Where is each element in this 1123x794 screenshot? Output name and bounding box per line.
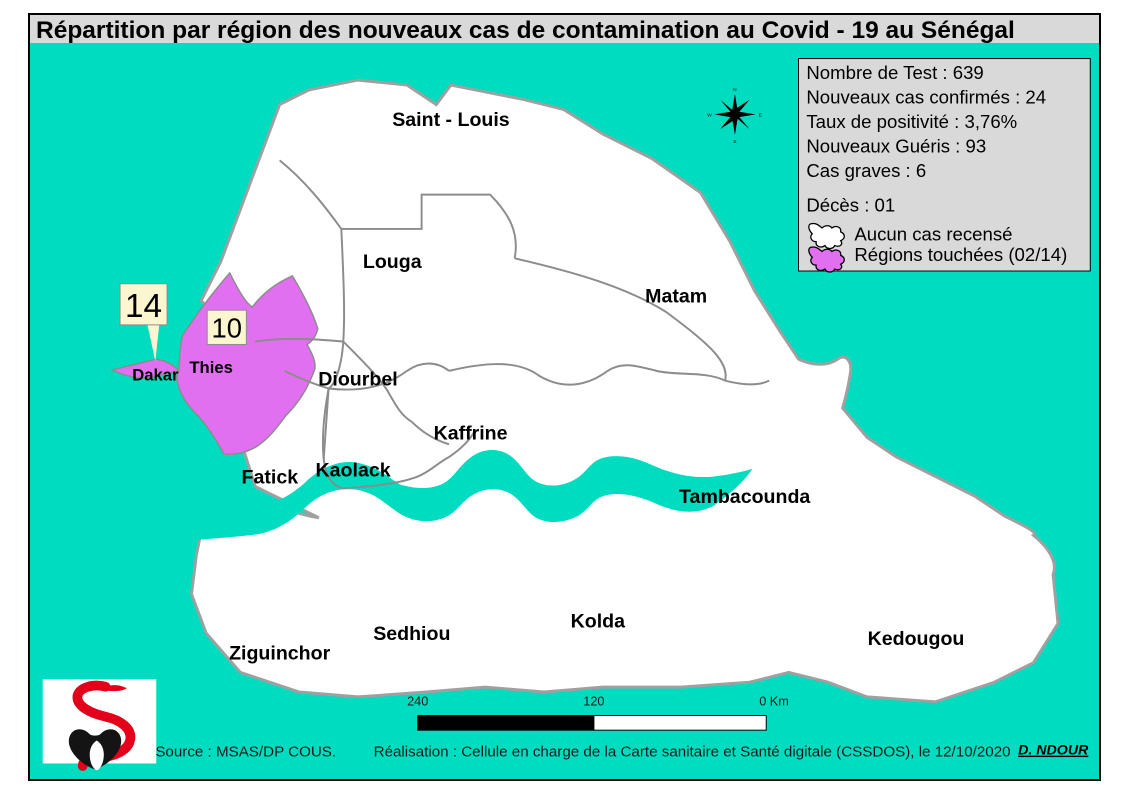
svg-text:Louga: Louga — [363, 251, 423, 273]
svg-text:Nouveaux cas confirmés : 24: Nouveaux cas confirmés : 24 — [806, 87, 1046, 108]
svg-text:Thies: Thies — [189, 358, 232, 377]
svg-text:Kolda: Kolda — [571, 610, 626, 632]
svg-text:Aucun cas recensé: Aucun cas recensé — [854, 224, 1012, 245]
svg-text:Nombre de Test : 639: Nombre de Test : 639 — [806, 62, 983, 83]
svg-text:Cas graves : 6: Cas graves : 6 — [806, 160, 926, 181]
svg-text:W: W — [707, 112, 712, 118]
svg-text:Dakar: Dakar — [132, 366, 179, 385]
svg-text:Taux de positivité : 3,76%: Taux de positivité : 3,76% — [806, 111, 1017, 132]
svg-text:14: 14 — [125, 288, 162, 325]
svg-text:Fatick: Fatick — [242, 466, 299, 488]
svg-text:Kaffrine: Kaffrine — [434, 422, 508, 444]
svg-text:N: N — [733, 87, 737, 93]
svg-text:10: 10 — [212, 313, 242, 344]
svg-text:Ziguinchor: Ziguinchor — [229, 643, 331, 665]
svg-text:Saint - Louis: Saint - Louis — [392, 109, 510, 131]
svg-text:Décès : 01: Décès : 01 — [806, 194, 895, 215]
svg-text:Diourbel: Diourbel — [318, 369, 397, 391]
svg-text:D. NDOUR: D. NDOUR — [1018, 743, 1089, 759]
svg-text:240: 240 — [407, 694, 428, 709]
svg-text:Régions touchées (02/14): Régions touchées (02/14) — [854, 244, 1067, 265]
svg-text:Tambacounda: Tambacounda — [679, 486, 811, 508]
svg-text:Réalisation : Cellule en charg: Réalisation : Cellule en charge de la Ca… — [374, 744, 1011, 761]
svg-text:0 Km: 0 Km — [759, 694, 789, 709]
svg-text:Nouveaux Guéris : 93: Nouveaux Guéris : 93 — [806, 136, 986, 157]
svg-text:Kaolack: Kaolack — [316, 460, 391, 482]
svg-text:Source : MSAS/DP COUS.: Source : MSAS/DP COUS. — [155, 744, 336, 761]
svg-text:Matam: Matam — [645, 285, 707, 307]
svg-text:120: 120 — [583, 694, 604, 709]
svg-text:Sedhiou: Sedhiou — [373, 623, 450, 645]
svg-text:Kedougou: Kedougou — [868, 628, 965, 650]
